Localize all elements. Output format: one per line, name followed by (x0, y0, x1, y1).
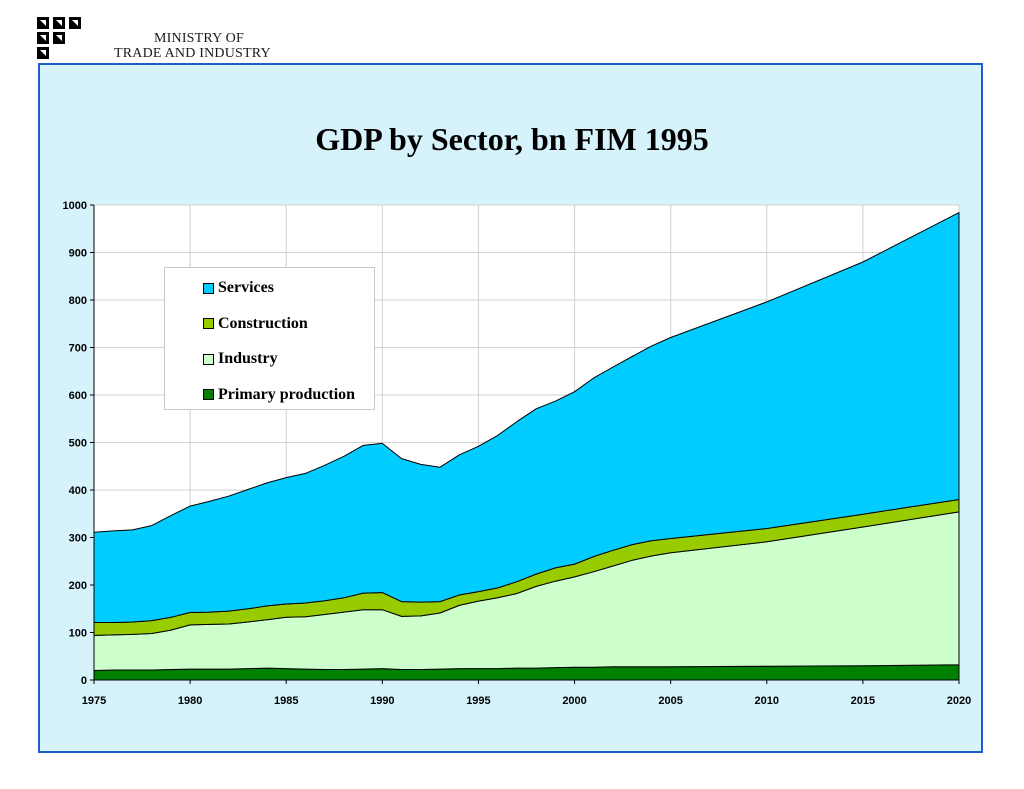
y-tick-label-200: 200 (69, 580, 87, 592)
legend-item-construction: Construction (203, 314, 308, 334)
chart-legend: Services Construction Industry Primary prod… (164, 267, 375, 410)
legend-swatch-construction (203, 318, 214, 329)
legend-item-industry: Industry (203, 349, 278, 369)
y-tick-label-1000: 1000 (63, 200, 87, 212)
legend-label-services: Services (218, 279, 274, 296)
x-tick-label-2005: 2005 (658, 695, 682, 707)
x-tick-label-2010: 2010 (755, 695, 779, 707)
x-tick-label-1975: 1975 (82, 695, 106, 707)
y-tick-label-0: 0 (81, 675, 87, 687)
y-tick-label-300: 300 (69, 533, 87, 545)
x-tick-label-1995: 1995 (466, 695, 490, 707)
ministry-name: MINISTRY OF TRADE AND INDUSTRY (114, 31, 271, 61)
x-tick-label-1980: 1980 (178, 695, 202, 707)
legend-swatch-services (203, 282, 214, 294)
x-tick-label-1985: 1985 (274, 695, 298, 707)
area-services (93, 212, 960, 623)
y-tick-label-800: 800 (69, 295, 87, 307)
legend-swatch-primary-production (203, 389, 214, 400)
y-tick-label-400: 400 (69, 485, 87, 497)
x-tick-label-1990: 1990 (370, 695, 394, 707)
legend-label-primary-production: Primary production (218, 385, 356, 403)
x-tick-label-2020: 2020 (947, 695, 971, 707)
x-tick-label-2000: 2000 (562, 695, 586, 707)
chart-title: GDP by Sector, bn FIM 1995 (315, 121, 709, 157)
ministry-logo: MINISTRY OF TRADE AND INDUSTRY (36, 16, 276, 62)
legend-label-industry: Industry (218, 350, 278, 367)
y-tick-label-100: 100 (69, 628, 87, 640)
ministry-line2: TRADE AND INDUSTRY (114, 46, 271, 61)
y-tick-label-500: 500 (69, 438, 87, 450)
y-tick-label-700: 700 (69, 343, 87, 355)
ministry-logo-icon (37, 17, 81, 59)
y-tick-label-600: 600 (69, 390, 87, 402)
legend-swatch-industry (203, 353, 214, 365)
ministry-line1: MINISTRY OF (154, 31, 244, 46)
x-tick-label-2015: 2015 (851, 695, 875, 707)
legend-item-primary-production: Primary production (203, 385, 355, 405)
legend-item-services: Services (203, 278, 274, 298)
legend-label-construction: Construction (218, 314, 308, 332)
y-tick-label-900: 900 (69, 248, 87, 260)
